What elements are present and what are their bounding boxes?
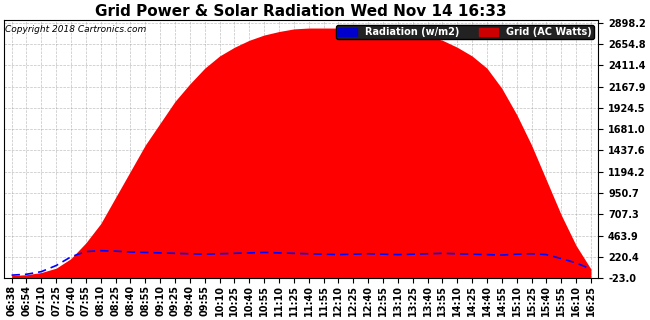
Legend: Radiation (w/m2), Grid (AC Watts): Radiation (w/m2), Grid (AC Watts) (335, 25, 593, 39)
Title: Grid Power & Solar Radiation Wed Nov 14 16:33: Grid Power & Solar Radiation Wed Nov 14 … (96, 4, 507, 19)
Text: Copyright 2018 Cartronics.com: Copyright 2018 Cartronics.com (5, 26, 146, 35)
